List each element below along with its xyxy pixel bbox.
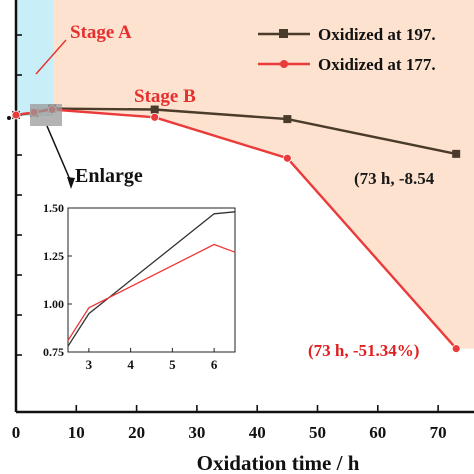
stage-a-label: Stage A xyxy=(70,22,132,43)
inset-x-tick-label: 5 xyxy=(169,357,176,372)
series-point-0 xyxy=(150,105,159,114)
x-tick-label: 70 xyxy=(430,423,447,442)
enlarge-arrow-line xyxy=(46,125,72,183)
inset-ticks: 3 4 5 6 0.75 1.00 1.25 1.50 xyxy=(43,201,218,372)
inset-x-tick-label: 4 xyxy=(127,357,134,372)
annotation-197: (73 h, -8.54 xyxy=(354,169,435,188)
x-tick-label: 50 xyxy=(309,423,326,442)
inset-chart: 3 4 5 6 0.75 1.00 1.25 1.50 xyxy=(43,201,236,372)
stage-b-region xyxy=(52,0,474,349)
inset-x-tick-label: 3 xyxy=(86,357,93,372)
enlarge-label: Enlarge xyxy=(75,165,143,187)
inset-series xyxy=(67,211,236,347)
enlarge-arrowhead xyxy=(67,177,75,189)
inset-y-tick-label: 1.25 xyxy=(43,249,64,263)
inset-series-line-1 xyxy=(67,243,236,341)
x-tick-label: 20 xyxy=(128,423,145,442)
series-point-1 xyxy=(11,110,21,120)
stage-a-arrow xyxy=(35,39,67,75)
legend: Oxidized at 197. Oxidized at 177. xyxy=(258,25,436,74)
enlarge-box xyxy=(30,104,62,126)
x-tick-label: 30 xyxy=(188,423,205,442)
legend-marker-177 xyxy=(280,60,288,68)
inset-y-tick-label: 1.50 xyxy=(43,201,64,215)
x-tick-label: 60 xyxy=(369,423,386,442)
series-point-0 xyxy=(452,149,461,158)
y-tick-dot xyxy=(7,116,11,120)
series-point-1 xyxy=(150,112,160,122)
inset-y-tick-label: 0.75 xyxy=(43,345,64,359)
x-axis-title: Oxidation time / h xyxy=(197,451,360,474)
inset-series-line-0 xyxy=(67,211,236,347)
legend-label-197: Oxidized at 197. xyxy=(318,25,436,44)
stage-b-label: Stage B xyxy=(134,86,196,107)
x-tick-label: 40 xyxy=(249,423,266,442)
y-tick-marks xyxy=(7,34,22,356)
x-tick-marks xyxy=(15,405,439,412)
inset-y-tick-label: 1.00 xyxy=(43,297,64,311)
x-tick-labels: 0 10 20 30 40 50 60 70 xyxy=(12,423,447,442)
series-point-1 xyxy=(451,344,461,353)
legend-marker-197 xyxy=(279,29,288,38)
inset-frame xyxy=(67,207,236,353)
x-tick-label: 0 xyxy=(12,423,21,442)
series-point-0 xyxy=(283,115,292,124)
x-tick-label: 10 xyxy=(68,423,85,442)
annotation-177: (73 h, -51.34%) xyxy=(308,341,419,360)
inset-x-tick-label: 6 xyxy=(211,357,218,372)
legend-label-177: Oxidized at 177. xyxy=(318,55,436,74)
stage-a-region xyxy=(17,0,54,116)
series-point-1 xyxy=(282,153,292,163)
